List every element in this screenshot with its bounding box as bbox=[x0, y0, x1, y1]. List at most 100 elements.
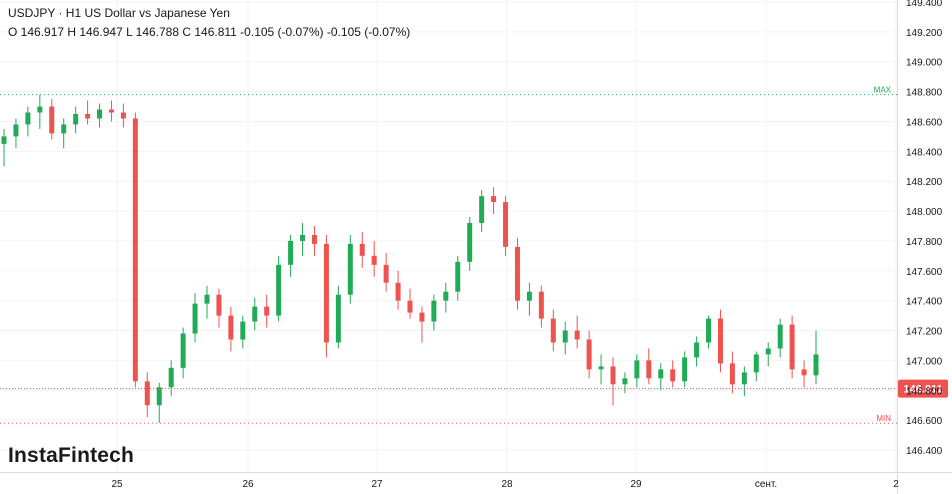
candle-body bbox=[371, 255, 377, 265]
candle-body bbox=[694, 342, 700, 358]
candle bbox=[49, 99, 55, 140]
candle bbox=[144, 372, 150, 418]
candle bbox=[801, 360, 807, 388]
candle bbox=[455, 255, 461, 301]
candle-body bbox=[813, 354, 819, 376]
candle bbox=[634, 354, 640, 388]
candle-body bbox=[431, 300, 437, 322]
candle bbox=[311, 226, 317, 256]
candle-body bbox=[706, 318, 712, 343]
x-tick-label: 26 bbox=[242, 479, 254, 490]
candle-body bbox=[180, 333, 186, 368]
candle bbox=[694, 336, 700, 367]
candle-body bbox=[25, 112, 31, 125]
candle bbox=[431, 294, 437, 331]
candle bbox=[347, 234, 353, 304]
candle bbox=[598, 354, 604, 385]
candle bbox=[813, 330, 819, 385]
candle bbox=[323, 234, 329, 358]
candle bbox=[443, 282, 449, 313]
y-tick-label: 149.000 bbox=[906, 58, 943, 69]
candle bbox=[156, 382, 162, 424]
candle bbox=[168, 360, 174, 397]
candle-body bbox=[252, 306, 258, 322]
candle-body bbox=[97, 109, 103, 119]
x-tick-label: 28 bbox=[501, 479, 513, 490]
candle-body bbox=[85, 114, 91, 119]
candle-body bbox=[204, 294, 210, 304]
candle bbox=[120, 103, 126, 128]
candle bbox=[25, 106, 31, 137]
y-tick-label: 149.200 bbox=[906, 28, 943, 39]
x-tick-label: сент. bbox=[755, 479, 777, 490]
last-price-label: 146.811 bbox=[903, 384, 942, 396]
candlestick-series bbox=[1, 94, 819, 424]
candle bbox=[622, 372, 628, 394]
candle-body bbox=[729, 363, 735, 385]
candle bbox=[264, 294, 270, 328]
min-label: MIN bbox=[876, 414, 891, 423]
candle-body bbox=[335, 294, 341, 343]
y-tick-label: 147.800 bbox=[906, 237, 943, 248]
candle-body bbox=[395, 282, 401, 301]
candle-body bbox=[455, 261, 461, 292]
candle bbox=[538, 285, 544, 328]
candle-body bbox=[777, 324, 783, 349]
candle bbox=[741, 366, 747, 397]
candle-body bbox=[13, 124, 19, 137]
candle-body bbox=[479, 196, 485, 224]
candle bbox=[717, 309, 723, 373]
candle bbox=[646, 348, 652, 385]
candle bbox=[85, 100, 91, 125]
candle-body bbox=[288, 240, 294, 265]
candle bbox=[682, 351, 688, 388]
y-tick-label: 147.000 bbox=[906, 356, 943, 367]
candle-body bbox=[562, 330, 568, 343]
candle bbox=[610, 357, 616, 406]
x-tick-label: 25 bbox=[111, 479, 123, 490]
candle bbox=[359, 231, 365, 268]
candle bbox=[1, 128, 7, 167]
y-tick-label: 147.600 bbox=[906, 267, 943, 278]
time-axis: 25 26 27 28 29 сент. 2 bbox=[0, 472, 952, 490]
max-label: MAX bbox=[874, 86, 892, 95]
candle-body bbox=[741, 372, 747, 385]
candle bbox=[706, 315, 712, 349]
candle bbox=[192, 293, 198, 343]
candle bbox=[753, 351, 759, 382]
candle-body bbox=[491, 196, 497, 203]
candle-body bbox=[383, 264, 389, 283]
candle-body bbox=[323, 243, 329, 343]
candle bbox=[526, 282, 532, 316]
candle bbox=[574, 315, 580, 349]
candle bbox=[276, 255, 282, 322]
candle-body bbox=[610, 366, 616, 385]
candle-body bbox=[347, 243, 353, 295]
candle-body bbox=[443, 291, 449, 301]
candle-body bbox=[407, 300, 413, 313]
candle-body bbox=[801, 369, 807, 376]
candle-body bbox=[419, 312, 425, 322]
candle bbox=[395, 270, 401, 310]
candle-body bbox=[359, 243, 365, 256]
candle-body bbox=[670, 369, 676, 382]
candle bbox=[216, 288, 222, 328]
y-tick-label: 148.200 bbox=[906, 177, 943, 188]
candle-body bbox=[658, 369, 664, 379]
candle bbox=[180, 327, 186, 379]
candle bbox=[586, 330, 592, 379]
last-price-badge bbox=[898, 379, 948, 398]
candle-body bbox=[37, 106, 43, 113]
y-tick-label: 148.600 bbox=[906, 117, 943, 128]
reference-lines: MAX MIN 146.811 bbox=[0, 86, 948, 424]
candle bbox=[97, 103, 103, 128]
brand-logo: InstaFintech bbox=[8, 444, 135, 467]
y-tick-label: 147.400 bbox=[906, 297, 943, 308]
chart-title: USDJPY · H1 US Dollar vs Japanese Yen bbox=[8, 6, 230, 20]
candle bbox=[407, 288, 413, 319]
candle-body bbox=[646, 360, 652, 379]
candle bbox=[491, 187, 497, 215]
candle bbox=[204, 285, 210, 319]
candle-body bbox=[550, 318, 556, 343]
